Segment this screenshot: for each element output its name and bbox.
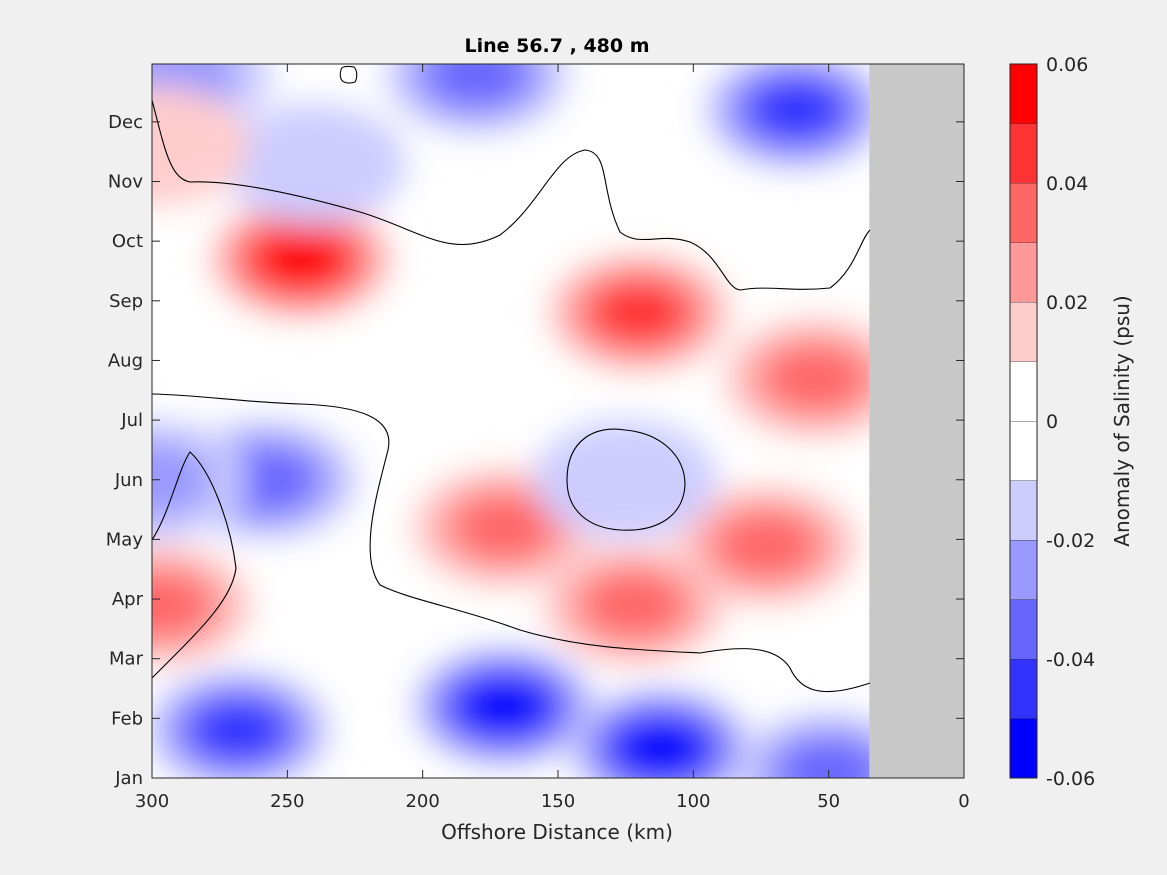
x-tick-label-250: 250 <box>270 791 304 812</box>
colorbar-swatch-3 <box>1010 540 1037 600</box>
y-axis: Jan Feb Mar Apr May Jun Jul Aug Sep Oct Nov Dec <box>106 112 964 789</box>
y-tick-label-nov: Nov <box>108 172 143 193</box>
x-tick-label-200: 200 <box>405 791 439 812</box>
colorbar-tick-label-2: 0.02 <box>1046 292 1088 314</box>
colorbar-swatch-4 <box>1010 480 1037 540</box>
y-tick-label-aug: Aug <box>108 350 143 371</box>
colorbar-frame <box>1009 63 1038 779</box>
colorbar-tick-label-5: -0.04 <box>1046 649 1095 671</box>
field-feature-4-level-2 <box>586 574 682 636</box>
plot-area <box>152 64 964 778</box>
colorbar-tick-label-0: 0.06 <box>1046 54 1088 76</box>
zero-contour-upper <box>152 99 871 291</box>
colorbar: 0.06 0.04 0.02 0 -0.02 -0.04 -0.06 <box>1009 54 1095 790</box>
zero-contour-top-loop <box>339 65 358 84</box>
colorbar-tick-label-6: -0.06 <box>1046 768 1095 790</box>
y-tick-label-dec: Dec <box>108 112 143 133</box>
field-feature-15-level-0 <box>222 103 407 224</box>
y-tick-label-feb: Feb <box>111 708 143 729</box>
zero-contours <box>152 65 871 692</box>
x-tick-label-100: 100 <box>676 791 710 812</box>
field-feature-5-level-2 <box>718 514 815 577</box>
colorbar-swatch-8 <box>1010 242 1037 302</box>
y-tick-label-jan: Jan <box>114 768 143 789</box>
field-feature-16-level-2 <box>429 64 525 105</box>
field-feature-6-level-2 <box>152 574 208 636</box>
colorbar-tick-label-4: -0.02 <box>1046 530 1095 552</box>
colorbar-swatch-7 <box>1010 302 1037 362</box>
field-feature-13-level-2 <box>780 741 877 778</box>
colorbar-swatch-5 <box>1010 421 1037 481</box>
field-feature-12-level-3 <box>196 703 281 758</box>
y-tick-label-apr: Apr <box>112 589 144 610</box>
colorbar-swatch-1 <box>1010 659 1037 719</box>
salinity-anomaly-field <box>152 64 921 778</box>
field-feature-7-level-0 <box>533 419 718 540</box>
x-axis-label: Offshore Distance (km) <box>441 820 673 844</box>
y-tick-label-oct: Oct <box>112 231 143 252</box>
field-feature-14-level-3 <box>753 82 839 138</box>
x-tick-label-50: 50 <box>817 791 840 812</box>
colorbar-tick-label-3: 0 <box>1046 411 1058 433</box>
y-tick-label-sep: Sep <box>109 291 143 312</box>
y-tick-label-jul: Jul <box>120 410 143 431</box>
field-feature-0-level-4 <box>261 234 340 285</box>
field-feature-11-level-4 <box>621 723 700 774</box>
colorbar-swatch-0 <box>1010 718 1037 778</box>
zero-contour-ring <box>566 428 686 531</box>
colorbar-label: Anomaly of Salinity (psu) <box>1110 295 1134 546</box>
colorbar-swatch-2 <box>1010 599 1037 659</box>
chart-title: Line 56.7 , 480 m <box>464 35 649 57</box>
zero-contour-middle <box>152 393 871 692</box>
colorbar-swatch-9 <box>1010 183 1037 243</box>
y-tick-label-jun: Jun <box>114 470 143 491</box>
x-tick-label-0: 0 <box>958 791 969 812</box>
colorbar-swatch-10 <box>1010 123 1037 183</box>
y-tick-label-may: May <box>106 529 144 550</box>
x-tick-label-300: 300 <box>135 791 169 812</box>
field-feature-2-level-2 <box>767 347 863 410</box>
field-feature-10-level-4 <box>464 681 543 732</box>
colorbar-tick-label-1: 0.04 <box>1046 173 1088 195</box>
colorbar-swatch-6 <box>1010 361 1037 421</box>
x-axis: 300 250 200 150 100 50 0 <box>135 64 970 812</box>
field-feature-3-level-2 <box>456 496 552 559</box>
no-data-region <box>869 64 964 778</box>
colorbar-swatch-11 <box>1010 64 1037 124</box>
field-feature-18-level-0 <box>152 85 250 206</box>
zero-contour-lower <box>152 451 237 679</box>
y-tick-label-mar: Mar <box>109 649 144 670</box>
x-tick-label-150: 150 <box>541 791 575 812</box>
field-feature-1-level-3 <box>596 285 682 341</box>
